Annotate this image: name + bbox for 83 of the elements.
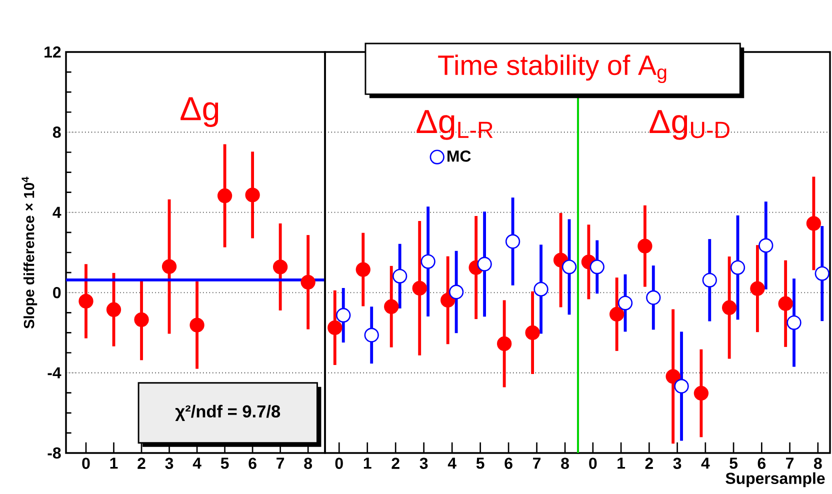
point	[448, 284, 464, 300]
point	[106, 302, 122, 317]
point	[534, 282, 548, 297]
x-axis-title: Supersample	[726, 472, 825, 488]
point	[778, 296, 793, 311]
legend-label: MC	[448, 150, 471, 162]
x-tick-label: 2	[138, 458, 146, 469]
point	[646, 290, 661, 305]
point	[392, 268, 408, 284]
point	[78, 294, 94, 309]
point	[525, 325, 540, 340]
point	[702, 272, 717, 288]
point	[384, 299, 399, 314]
x-tick-label: 1	[618, 458, 626, 469]
point	[412, 280, 427, 296]
point	[190, 318, 204, 332]
point	[618, 296, 633, 310]
point	[758, 238, 774, 253]
x-tick-label: 7	[276, 458, 284, 469]
x-tick-label: 7	[786, 458, 794, 469]
point	[300, 274, 316, 290]
point	[505, 234, 520, 249]
point	[590, 260, 604, 274]
point	[364, 328, 379, 342]
y-axis-title: Slope difference × 10$^{4}$	[22, 176, 38, 329]
x-tick-label: 2	[645, 458, 653, 469]
x-tick-label: 8	[561, 458, 569, 469]
point	[420, 254, 436, 269]
point	[638, 238, 652, 254]
annotation: Δg	[180, 97, 218, 128]
point	[356, 262, 370, 277]
point	[750, 281, 765, 296]
point	[328, 320, 342, 336]
x-tick-label: 5	[730, 458, 738, 469]
point	[814, 266, 830, 281]
x-tick-label: 0	[589, 458, 597, 469]
annotation: Δg$_{L-R}$	[416, 110, 493, 140]
x-tick-label: 5	[220, 458, 229, 469]
x-tick-label: 3	[165, 458, 174, 470]
x-tick-label: 4	[192, 458, 202, 469]
x-tick-label: 5	[476, 458, 484, 469]
point	[477, 256, 492, 272]
x-tick-label: 6	[248, 458, 256, 469]
x-tick-label: 8	[814, 458, 822, 469]
y-tick-label: 0	[53, 286, 61, 298]
y-tick-label: 4	[52, 206, 62, 218]
y-tick-label: -8	[48, 447, 61, 459]
point	[562, 260, 577, 274]
point	[162, 259, 177, 274]
point	[217, 188, 232, 204]
chart-title: Time stability of A$_{g}$	[438, 54, 666, 84]
x-tick-label: 3	[420, 458, 428, 470]
x-tick-label: 1	[364, 458, 372, 469]
point	[694, 386, 709, 401]
x-tick-label: 8	[304, 458, 312, 469]
point	[336, 308, 351, 323]
x-tick-label: 4	[448, 458, 456, 469]
point	[806, 216, 822, 231]
y-tick-label: 12	[44, 46, 61, 58]
x-tick-label: 4	[701, 458, 710, 469]
point	[134, 312, 149, 327]
annotation: χ²/ndf = 9.7/8	[175, 404, 280, 421]
point	[272, 260, 288, 274]
point	[730, 260, 746, 275]
y-tick-label: 8	[52, 126, 61, 138]
point	[245, 188, 260, 202]
y-tick-label: -4	[48, 367, 62, 378]
point	[722, 300, 737, 315]
point	[496, 336, 512, 352]
x-tick-label: 2	[392, 458, 400, 469]
x-tick-label: 1	[110, 458, 118, 469]
x-tick-label: 0	[82, 458, 90, 469]
point	[786, 315, 802, 330]
x-tick-label: 6	[504, 458, 512, 469]
point	[440, 292, 456, 308]
annotation: Δg$_{U-D}$	[650, 110, 730, 140]
x-tick-label: 6	[758, 458, 766, 469]
point	[666, 369, 680, 384]
x-tick-label: 3	[673, 458, 682, 470]
point	[674, 378, 689, 394]
x-tick-label: 0	[335, 458, 343, 469]
x-tick-label: 7	[533, 458, 541, 469]
point	[609, 306, 624, 322]
